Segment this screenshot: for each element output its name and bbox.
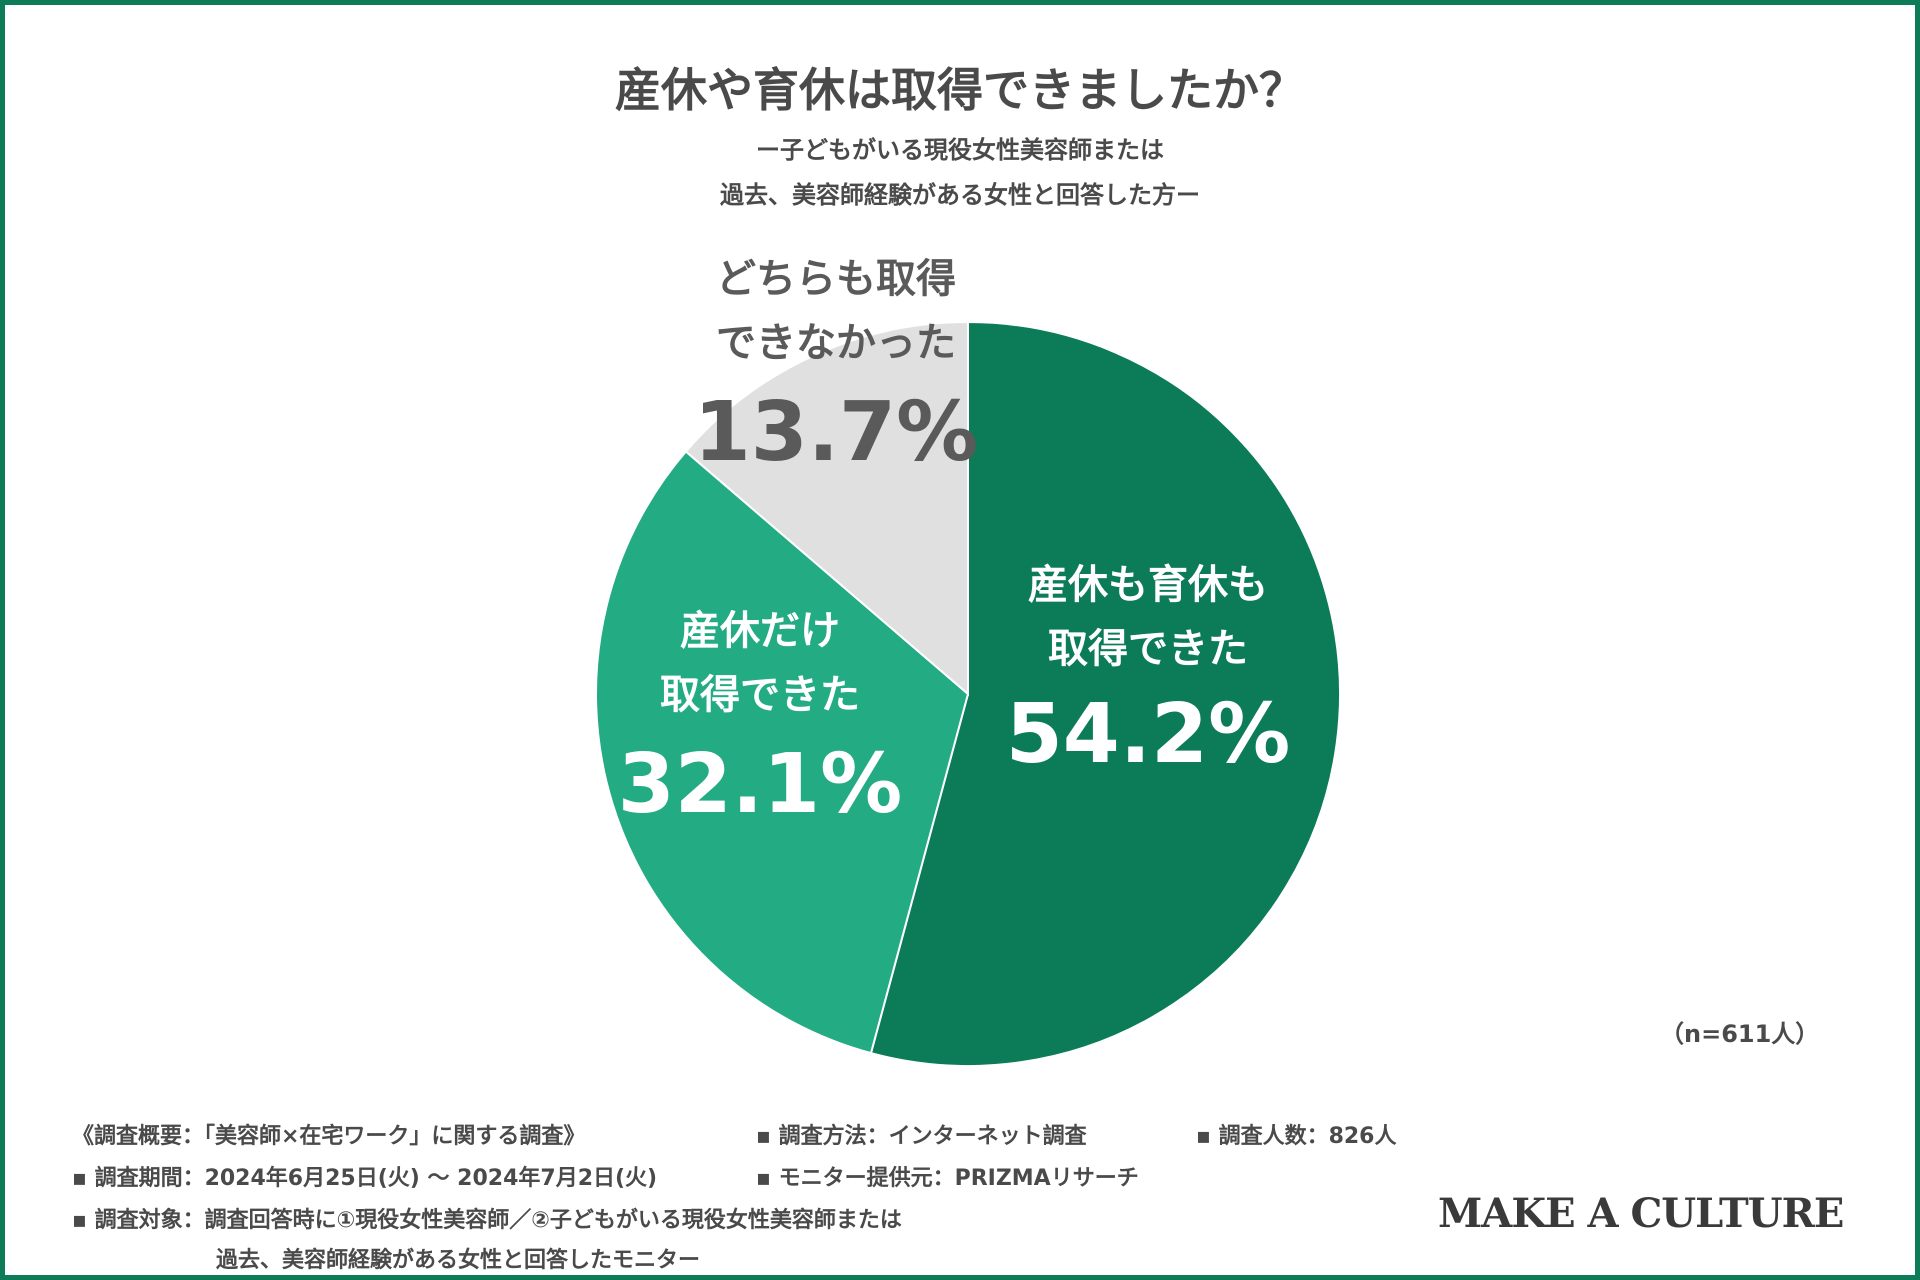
slice-percent-both: 54.2%	[1006, 687, 1290, 782]
chart-subtitle-line-2: 過去、美容師経験がある女性と回答した方ー	[720, 181, 1200, 209]
survey-overview-note: 《調査概要：「美容師×在宅ワーク」に関する調査》	[72, 1124, 586, 1149]
survey-count-note: ▪ 調査人数：826人	[1196, 1124, 1397, 1149]
slice-label-maternity-only-line-2: 取得できた	[660, 672, 860, 718]
slice-percent-maternity-only: 32.1%	[618, 737, 902, 832]
pie-slice-both	[869, 320, 1341, 1067]
survey-period-note: ▪ 調査期間：2024年6月25日(火) 〜 2024年7月2日(火)	[72, 1166, 658, 1191]
chart-title: 産休や育休は取得できましたか？	[615, 63, 1305, 117]
sample-size-label: （n=611人）	[1660, 1020, 1820, 1048]
slice-percent-neither: 13.7%	[694, 385, 978, 480]
monitor-provider-note: ▪ モニター提供元：PRIZMAリサーチ	[756, 1166, 1139, 1191]
make-a-culture-logo: MAKE A CULTURE	[1438, 1190, 1844, 1237]
slice-label-maternity-only-line-1: 産休だけ	[680, 608, 840, 654]
survey-method-note: ▪ 調査方法：インターネット調査	[756, 1124, 1087, 1149]
survey-target-note-continued: 過去、美容師経験がある女性と回答したモニター	[216, 1248, 701, 1273]
chart-subtitle-line-1: ー子どもがいる現役女性美容師または	[756, 136, 1164, 164]
slice-label-both-line-1: 産休も育休も	[1028, 562, 1268, 608]
slice-label-neither-line-2: できなかった	[716, 320, 956, 366]
slice-label-both-line-2: 取得できた	[1048, 626, 1248, 672]
survey-target-note: ▪ 調査対象：調査回答時に①現役女性美容師／②子どもがいる現役女性美容師または	[72, 1208, 902, 1233]
slice-label-neither-line-1: どちらも取得	[716, 256, 956, 302]
pie-slice-maternity-only	[595, 450, 970, 1055]
pie-slice-neither	[684, 320, 969, 697]
